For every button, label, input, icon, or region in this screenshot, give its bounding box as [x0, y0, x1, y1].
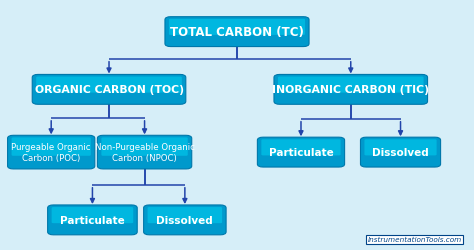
Text: Dissolved: Dissolved	[156, 215, 213, 225]
FancyBboxPatch shape	[11, 138, 91, 156]
Text: Purgeable Organic
Carbon (POC): Purgeable Organic Carbon (POC)	[11, 143, 91, 162]
FancyBboxPatch shape	[257, 138, 345, 168]
FancyBboxPatch shape	[144, 205, 226, 235]
Text: ORGANIC CARBON (TOC): ORGANIC CARBON (TOC)	[35, 85, 183, 95]
FancyBboxPatch shape	[36, 77, 182, 93]
Text: INORGANIC CARBON (TIC): INORGANIC CARBON (TIC)	[272, 85, 429, 95]
FancyBboxPatch shape	[169, 20, 305, 36]
FancyBboxPatch shape	[165, 18, 309, 47]
FancyBboxPatch shape	[261, 140, 341, 156]
FancyBboxPatch shape	[360, 138, 440, 168]
FancyBboxPatch shape	[101, 138, 188, 156]
FancyBboxPatch shape	[52, 207, 133, 223]
FancyBboxPatch shape	[47, 205, 137, 235]
FancyBboxPatch shape	[365, 140, 437, 156]
Text: TOTAL CARBON (TC): TOTAL CARBON (TC)	[170, 26, 304, 39]
FancyBboxPatch shape	[8, 136, 95, 169]
FancyBboxPatch shape	[32, 75, 186, 105]
FancyBboxPatch shape	[147, 207, 222, 223]
Text: Particulate: Particulate	[60, 215, 125, 225]
FancyBboxPatch shape	[98, 136, 191, 169]
FancyBboxPatch shape	[278, 77, 424, 93]
Text: Particulate: Particulate	[269, 148, 333, 158]
Text: Dissolved: Dissolved	[372, 148, 429, 158]
FancyBboxPatch shape	[274, 75, 428, 105]
Text: Non-Purgeable Organic
Carbon (NPOC): Non-Purgeable Organic Carbon (NPOC)	[95, 143, 194, 162]
Text: InstrumentationTools.com: InstrumentationTools.com	[367, 236, 462, 242]
